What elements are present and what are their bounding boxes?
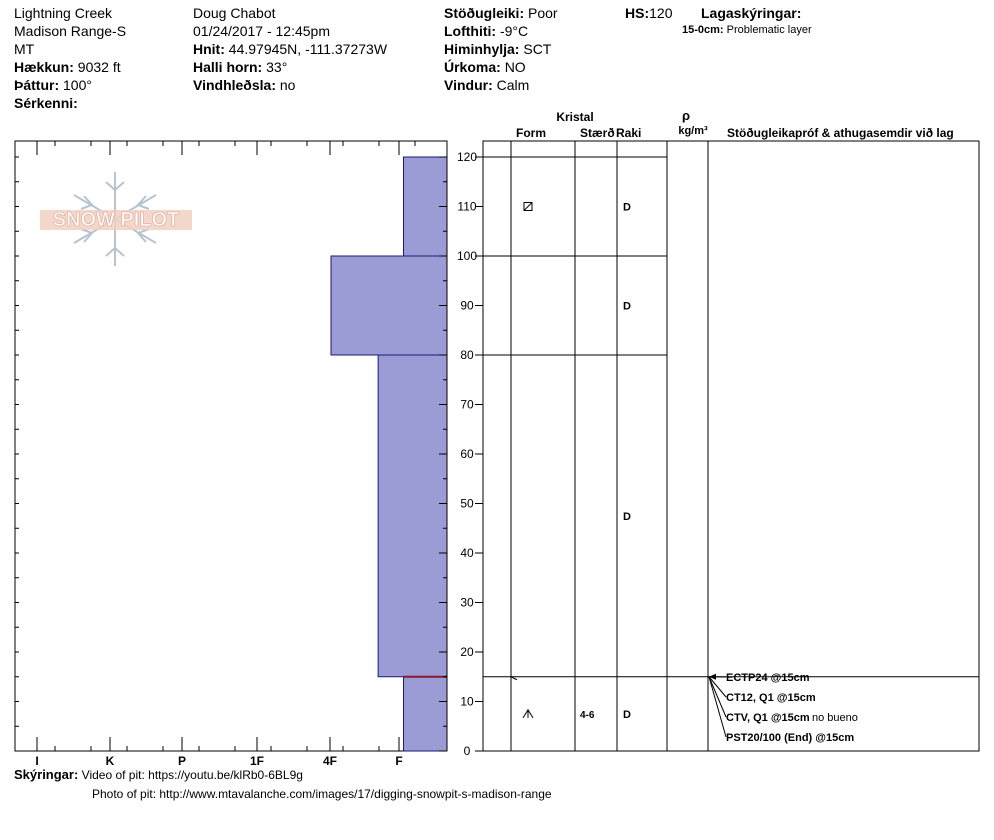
hardness-tick-label: P xyxy=(178,754,186,768)
slope-row: Halli horn: 33° xyxy=(193,59,288,75)
header-location-block: Lightning Creek Madison Range-S MT Hækku… xyxy=(14,4,126,112)
layer-row-cells: D D D D 4-6 xyxy=(522,202,631,721)
header-observer-block: Doug Chabot 01/24/2017 - 12:45pm Hnit: 4… xyxy=(193,4,387,94)
depth-tick-label: 80 xyxy=(460,348,474,362)
test-leader-line xyxy=(708,676,727,738)
test-leader-line xyxy=(708,676,727,718)
depth-hoar-icon xyxy=(522,708,534,719)
elevation-value: 9032 ft xyxy=(77,59,121,75)
hs-value: 120 xyxy=(649,5,673,21)
depth-tick-label: 100 xyxy=(457,249,477,263)
depth-tick-label: 110 xyxy=(457,200,476,214)
layer-table-frame xyxy=(482,140,980,752)
logo-text: SNOW PILOT xyxy=(53,209,180,231)
depth-tick-label: 120 xyxy=(457,150,477,164)
location-name: Lightning Creek xyxy=(14,5,113,21)
wind-loading-row: Vindhleðsla: no xyxy=(193,77,296,93)
facet-diagonal xyxy=(523,202,533,211)
moisture-cell: D xyxy=(623,202,631,214)
hardness-layer-bars xyxy=(330,156,448,752)
density-unit-header: kg/m³ xyxy=(678,125,708,137)
facet-square xyxy=(523,202,533,211)
observation-datetime: 01/24/2017 - 12:45pm xyxy=(193,23,330,39)
test-label: ECTP24 @15cm xyxy=(726,672,810,684)
depth-tick-label: 10 xyxy=(460,695,474,709)
hardness-layer-bar xyxy=(403,676,448,752)
depth-tick-label: 60 xyxy=(460,447,474,461)
depth-tick-label: 20 xyxy=(460,645,474,659)
legend-title: Lagaskýringar: xyxy=(701,5,802,21)
state-name: MT xyxy=(14,41,35,57)
depth-tick-label: 40 xyxy=(460,546,474,560)
size-cell: 4-6 xyxy=(580,710,595,721)
legend-item-depth: 15-0cm: xyxy=(682,24,724,36)
moisture-cell: D xyxy=(623,301,631,313)
hardness-tick-label: 1F xyxy=(250,754,264,768)
stability-tests: ECTP24 @15cm CT12, Q1 @15cm CTV, Q1 @15cm n… xyxy=(708,672,858,744)
hardness-axis-ticks: I K P 1F 4F F xyxy=(15,141,416,768)
wind-loading-value: no xyxy=(279,77,296,93)
air-temp-row: Lofthiti: -9°C xyxy=(444,23,529,39)
test-label: CTV, Q1 @15cm xyxy=(726,712,810,724)
depth-tick-label: 30 xyxy=(460,596,474,610)
tests-header: Stöðugleikapróf & athugasemdir við lag xyxy=(727,126,954,140)
footer-video-link[interactable]: Video of pit: https://youtu.be/klRb0-6BL… xyxy=(81,768,303,782)
hardness-tick-label: I xyxy=(35,754,38,768)
header-conditions-block: Stöðugleiki: Poor Lofthiti: -9°C Himinhy… xyxy=(444,4,558,94)
hardness-tick-label: 4F xyxy=(323,754,337,768)
hardness-tick-label: K xyxy=(106,754,115,768)
size-header: Stærð xyxy=(580,126,615,140)
footer-notes: Skýringar: Video of pit: https://youtu.b… xyxy=(14,767,303,782)
footer-photo-link[interactable]: Photo of pit: http://www.mtavalanche.com… xyxy=(92,787,552,801)
observer-name: Doug Chabot xyxy=(193,5,276,21)
sky-row: Himinhylja: SCT xyxy=(444,41,552,57)
range-name: Madison Range-S xyxy=(14,23,127,39)
hardness-layer-bar xyxy=(377,354,448,678)
legend-item-text: Problematic layer xyxy=(726,24,812,36)
footer-label: Skýringar: xyxy=(14,767,79,782)
slope-value: 33° xyxy=(266,59,288,75)
test-label: CT12, Q1 @15cm xyxy=(726,692,816,704)
test-label: PST20/100 (End) @15cm xyxy=(726,732,854,744)
hardness-tick-label: F xyxy=(395,754,402,768)
sky-value: SCT xyxy=(523,41,552,57)
hardness-layer-bar xyxy=(330,255,448,356)
layer-row-lines xyxy=(483,156,979,681)
stability-value: Poor xyxy=(528,5,558,21)
moisture-cell: D xyxy=(623,709,631,721)
facet-rounded-icon xyxy=(523,202,533,211)
depth-tick-label: 70 xyxy=(460,398,474,412)
depth-tick-label: 50 xyxy=(460,497,474,511)
snowpilot-logo: SNOW PILOT xyxy=(40,172,192,266)
stability-row: Stöðugleiki: Poor xyxy=(444,5,558,21)
aspect-value: 100° xyxy=(63,77,92,93)
boundary-tick xyxy=(510,676,518,681)
features-row: Sérkenni: xyxy=(14,95,78,111)
wind-row: Vindur: Calm xyxy=(444,77,530,93)
test-note: no bueno xyxy=(812,712,858,724)
coords-row: Hnit: 44.97945N, -111.37273W xyxy=(193,41,388,57)
kristal-header: Kristal xyxy=(556,110,593,124)
air-temp-value: -9°C xyxy=(499,23,529,39)
depth-tick-label: 0 xyxy=(464,744,471,758)
test-leader-line xyxy=(708,676,727,698)
hs-row: HS:120 xyxy=(625,5,673,21)
aspect-row: Þáttur: 100° xyxy=(14,77,92,93)
moisture-header: Raki xyxy=(616,126,641,140)
wind-value: Calm xyxy=(496,77,530,93)
density-rho-header: ρ xyxy=(682,108,690,123)
elevation-row: Hækkun: 9032 ft xyxy=(14,59,121,75)
test-arrowhead-icon xyxy=(709,673,716,680)
precip-value: NO xyxy=(504,59,526,75)
depth-axis: 0 10 20 30 40 50 60 70 80 90 100 110 120 xyxy=(439,141,483,758)
legend-item: 15-0cm: Problematic layer xyxy=(682,24,812,37)
precip-row: Úrkoma: NO xyxy=(444,59,526,75)
coords-value: 44.97945N, -111.37273W xyxy=(228,41,388,57)
form-header: Form xyxy=(516,126,546,140)
depth-tick-label: 90 xyxy=(460,299,474,313)
moisture-cell: D xyxy=(623,511,631,523)
